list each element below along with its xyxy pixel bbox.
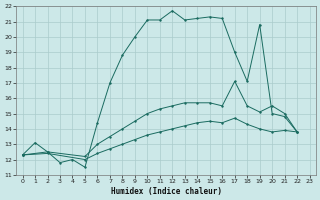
X-axis label: Humidex (Indice chaleur): Humidex (Indice chaleur) bbox=[111, 187, 221, 196]
